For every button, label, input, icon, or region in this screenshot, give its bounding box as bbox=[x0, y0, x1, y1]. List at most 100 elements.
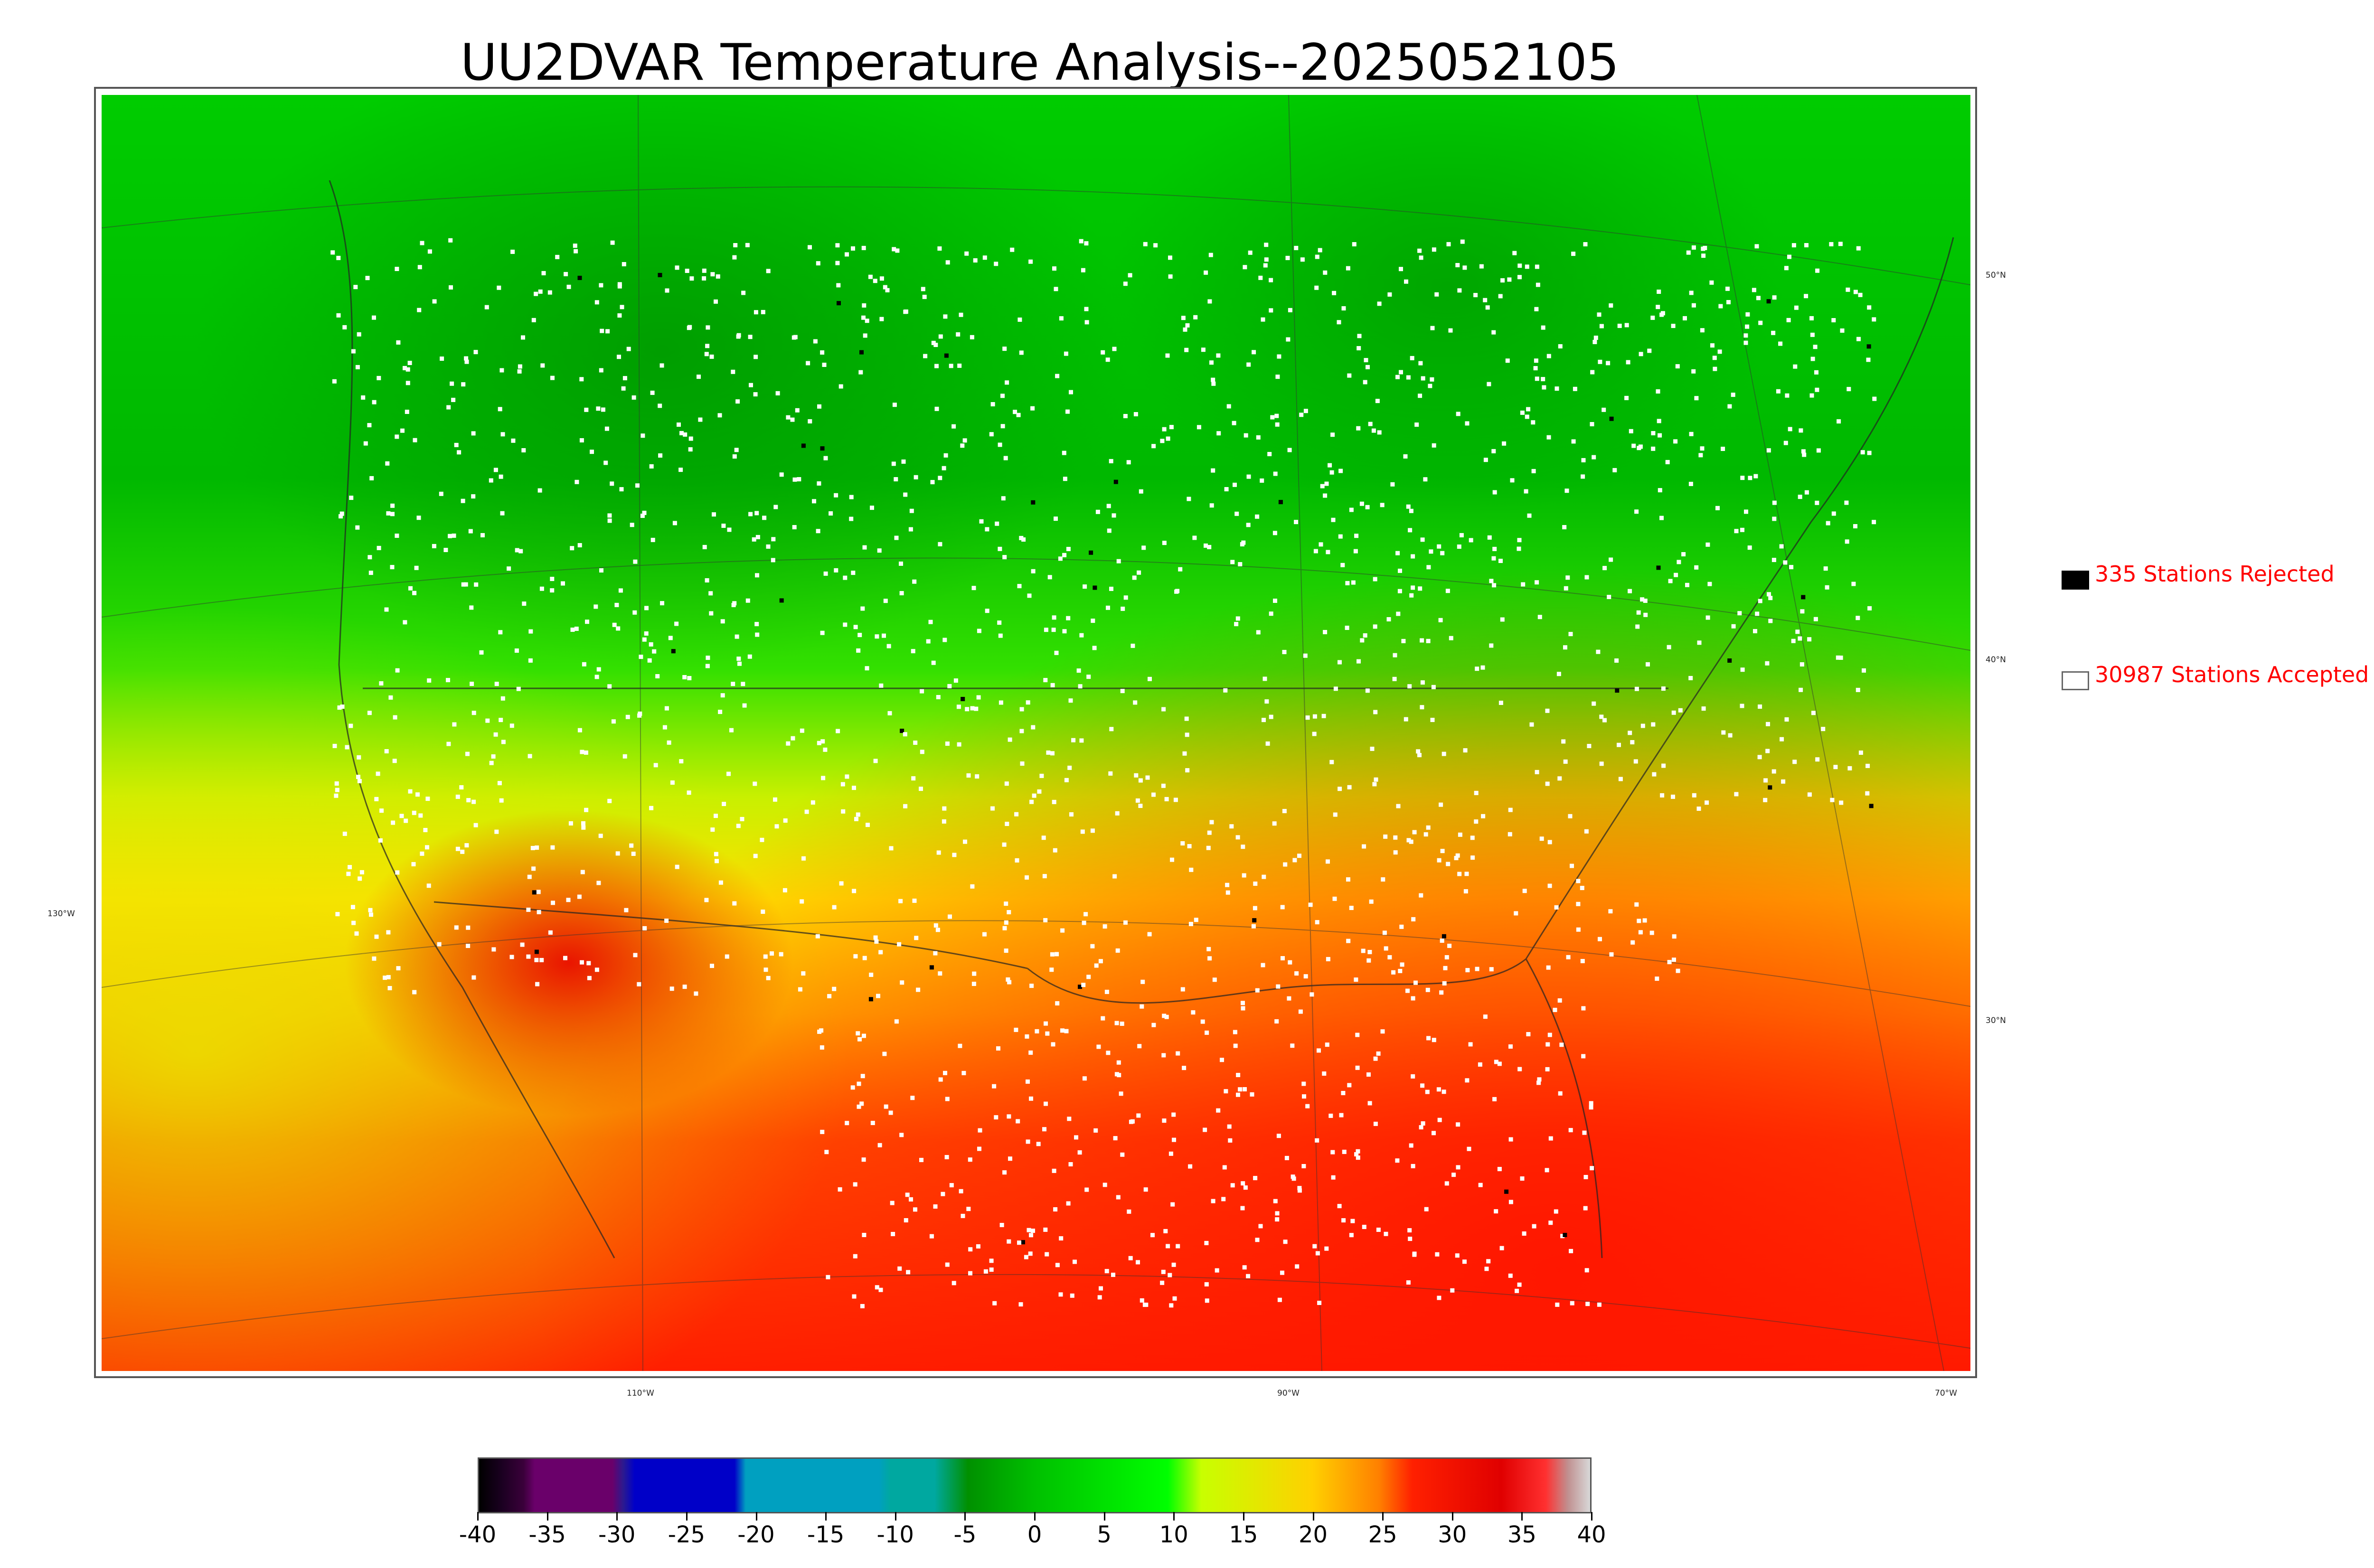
station-marker bbox=[1783, 560, 1788, 565]
station-marker bbox=[1224, 1089, 1228, 1094]
station-marker bbox=[861, 245, 866, 250]
station-marker bbox=[1508, 1200, 1513, 1204]
station-marker bbox=[679, 759, 684, 764]
station-marker bbox=[1093, 585, 1097, 590]
station-marker bbox=[820, 739, 825, 744]
station-marker bbox=[1545, 708, 1550, 713]
station-marker bbox=[870, 506, 874, 510]
station-marker bbox=[1366, 1072, 1371, 1077]
station-marker bbox=[1793, 364, 1798, 369]
station-marker bbox=[1713, 366, 1717, 371]
station-marker bbox=[841, 809, 846, 814]
station-marker bbox=[1584, 829, 1589, 834]
station-marker bbox=[1393, 653, 1397, 657]
station-marker bbox=[1013, 410, 1017, 414]
station-marker bbox=[856, 648, 861, 653]
station-marker bbox=[1456, 1165, 1460, 1170]
station-marker bbox=[1005, 822, 1009, 826]
station-marker bbox=[919, 787, 923, 791]
colorbar-tick bbox=[1451, 1512, 1453, 1521]
station-marker bbox=[817, 1029, 822, 1034]
station-marker bbox=[1147, 932, 1152, 937]
station-marker bbox=[1000, 394, 1005, 398]
station-marker bbox=[1107, 528, 1112, 533]
station-marker bbox=[356, 775, 360, 779]
temperature-map bbox=[102, 95, 1970, 1371]
station-marker bbox=[1106, 605, 1110, 610]
station-marker bbox=[1563, 1233, 1567, 1237]
station-marker bbox=[528, 629, 533, 634]
station-marker bbox=[1236, 1092, 1240, 1097]
station-marker bbox=[386, 930, 391, 935]
station-marker bbox=[1071, 738, 1076, 742]
station-marker bbox=[1867, 451, 1872, 455]
station-marker bbox=[1007, 1114, 1011, 1119]
station-marker bbox=[1531, 469, 1536, 473]
station-marker bbox=[1597, 312, 1602, 317]
station-marker bbox=[1109, 459, 1113, 463]
station-marker bbox=[1301, 1164, 1306, 1168]
station-marker bbox=[1833, 765, 1838, 770]
station-marker bbox=[1584, 575, 1589, 580]
colorbar-tick-label: -15 bbox=[807, 1521, 845, 1548]
station-marker bbox=[1484, 1267, 1489, 1271]
station-marker bbox=[1508, 807, 1513, 812]
station-marker bbox=[978, 1128, 982, 1133]
station-marker bbox=[982, 255, 987, 260]
station-marker bbox=[1333, 812, 1338, 817]
station-marker bbox=[1754, 244, 1759, 249]
station-marker bbox=[1815, 387, 1819, 392]
station-marker bbox=[594, 300, 599, 305]
station-marker bbox=[1007, 980, 1012, 985]
station-marker bbox=[1694, 565, 1699, 570]
station-marker bbox=[1823, 566, 1828, 571]
station-marker bbox=[1294, 971, 1299, 976]
station-marker bbox=[1660, 793, 1665, 798]
station-marker bbox=[1701, 706, 1706, 711]
station-marker bbox=[1120, 689, 1125, 694]
station-marker bbox=[1026, 1079, 1030, 1084]
station-marker bbox=[976, 1244, 980, 1249]
station-marker bbox=[1350, 1219, 1355, 1223]
station-marker bbox=[1535, 770, 1539, 774]
station-marker bbox=[832, 986, 837, 991]
station-marker bbox=[687, 676, 692, 680]
station-marker bbox=[1185, 323, 1190, 328]
station-marker bbox=[729, 728, 734, 732]
station-marker bbox=[1547, 883, 1552, 888]
station-marker bbox=[1160, 1280, 1165, 1285]
station-marker bbox=[800, 899, 804, 904]
station-marker bbox=[1408, 1237, 1413, 1241]
colorbar-tick-label: -25 bbox=[668, 1521, 706, 1548]
station-marker bbox=[658, 404, 662, 408]
station-marker bbox=[968, 1157, 972, 1162]
station-marker bbox=[1082, 920, 1086, 925]
station-marker bbox=[839, 881, 844, 886]
colorbar-tick-label: 40 bbox=[1577, 1521, 1606, 1548]
station-marker bbox=[1734, 792, 1739, 797]
station-marker bbox=[514, 648, 519, 653]
station-marker bbox=[580, 870, 585, 874]
station-marker bbox=[1581, 1054, 1586, 1059]
station-marker bbox=[1291, 1174, 1295, 1179]
station-marker bbox=[1269, 714, 1273, 719]
station-marker bbox=[1675, 364, 1680, 369]
station-marker bbox=[916, 987, 921, 992]
station-marker bbox=[405, 381, 410, 385]
station-marker bbox=[694, 991, 698, 996]
station-marker bbox=[531, 866, 536, 871]
station-marker bbox=[1838, 242, 1843, 246]
station-marker bbox=[617, 313, 622, 318]
station-marker bbox=[1831, 511, 1836, 516]
station-marker bbox=[363, 441, 368, 446]
station-marker bbox=[1710, 343, 1715, 348]
station-marker bbox=[869, 972, 874, 977]
station-marker bbox=[580, 750, 584, 754]
station-marker bbox=[762, 516, 767, 520]
station-marker bbox=[894, 1019, 899, 1024]
colorbar-tick bbox=[1312, 1512, 1314, 1521]
station-marker bbox=[1753, 474, 1758, 479]
station-marker bbox=[412, 990, 417, 995]
station-marker bbox=[820, 446, 825, 451]
station-marker bbox=[622, 262, 626, 266]
